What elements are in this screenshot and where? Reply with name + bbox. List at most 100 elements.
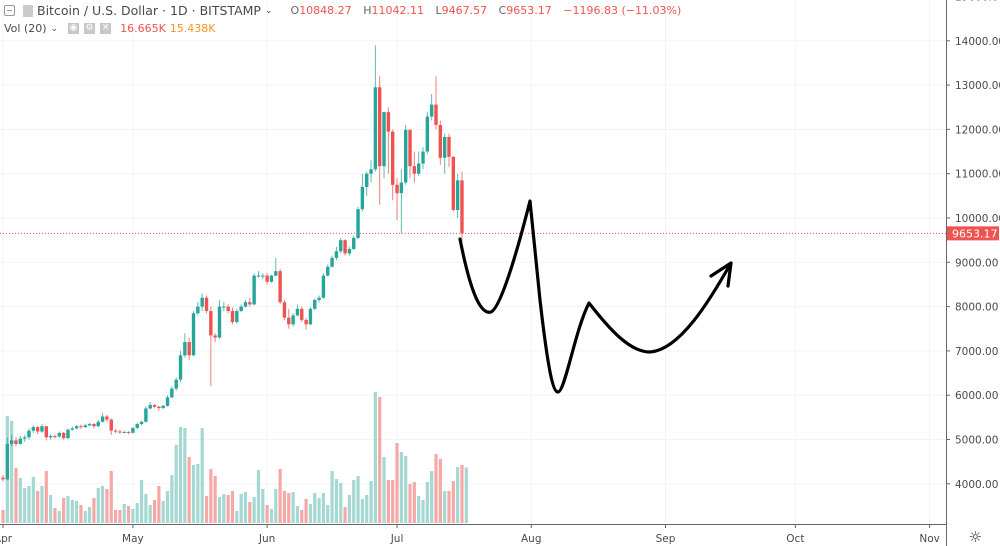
volume-bar	[339, 483, 343, 523]
candle-body	[447, 136, 451, 157]
y-tick-label: 6000.00	[955, 390, 998, 402]
y-tick-label: 7000.00	[955, 346, 998, 358]
collapse-icon[interactable]	[4, 5, 15, 16]
candle-body	[365, 173, 369, 187]
settings-icon[interactable]: ⚙	[84, 23, 96, 34]
candle-body	[287, 317, 291, 325]
volume-bar	[252, 497, 256, 523]
candle	[113, 428, 118, 434]
candle-body	[425, 116, 430, 152]
candle	[425, 111, 430, 154]
time-axis[interactable]: Apr May Jun Jul Aug Sep Oct Nov	[0, 524, 940, 545]
candle	[460, 171, 464, 242]
volume-bar	[464, 467, 468, 523]
y-tick-label: 15000.00	[955, 0, 1000, 4]
volume-bar	[135, 503, 139, 523]
candle	[356, 206, 360, 240]
candle	[378, 76, 382, 205]
candle-body	[126, 431, 131, 433]
volume-bar	[282, 491, 287, 523]
candle	[235, 308, 239, 324]
eye-icon[interactable]: ◉	[68, 23, 80, 34]
price-axis[interactable]: 15000.00 14000.00 13000.00 12000.00 11000.00…	[946, 0, 1000, 491]
candle-body	[248, 302, 252, 305]
open-value: 10848.27	[299, 4, 352, 17]
last-price-label: 9653.17	[947, 226, 999, 241]
x-tick-label: Apr	[0, 533, 13, 545]
candle-body	[434, 104, 438, 125]
candle	[40, 423, 44, 433]
volume-bars	[1, 392, 468, 523]
candle	[27, 428, 31, 440]
exchange[interactable]: BITSTAMP	[199, 3, 261, 18]
gear-icon[interactable]: ☼	[968, 528, 982, 546]
candle-body	[252, 275, 256, 305]
candle	[74, 424, 79, 430]
candle-body	[382, 112, 386, 167]
volume-label[interactable]: Vol (20)	[4, 22, 47, 35]
volume-bar	[161, 501, 165, 523]
candle	[373, 45, 378, 172]
candle-body	[92, 423, 96, 427]
candle-body	[265, 275, 269, 282]
candle-body	[226, 306, 230, 312]
candle	[178, 350, 183, 382]
candle	[265, 272, 269, 285]
close-icon[interactable]: ✕	[100, 23, 112, 34]
volume-bar	[239, 494, 243, 523]
volume-bar	[23, 488, 27, 523]
candle-body	[243, 302, 248, 307]
symbol-name[interactable]: Bitcoin / U.S. Dollar	[37, 3, 159, 18]
candle-body	[165, 397, 170, 406]
ohlc-values: O10848.27 H11042.11 L9467.57 C9653.17 −1…	[290, 4, 682, 17]
candle	[256, 271, 261, 278]
volume-bar	[10, 421, 14, 523]
candle	[126, 431, 131, 435]
volume-bar	[165, 491, 170, 523]
chevron-down-icon[interactable]: ⌄	[264, 5, 273, 16]
candle	[213, 333, 217, 343]
volume-bar	[187, 457, 191, 523]
candle	[421, 147, 425, 170]
volume-bar	[49, 495, 53, 523]
candle-body	[187, 342, 191, 356]
volume-bar	[304, 499, 308, 523]
candle	[321, 273, 326, 299]
interval[interactable]: 1D	[170, 3, 188, 18]
candle	[1, 474, 5, 482]
candle	[183, 333, 187, 358]
candle-body	[217, 306, 222, 338]
candle-body	[403, 129, 408, 183]
candle	[204, 295, 209, 314]
volume-bar	[62, 498, 66, 523]
x-tick-label: Sep	[656, 533, 676, 545]
volume-bar	[443, 491, 447, 523]
volume-bar	[14, 468, 18, 523]
drawing-path[interactable]	[458, 199, 733, 394]
y-tick-label: 11000.00	[955, 169, 1000, 181]
candle	[287, 308, 291, 329]
candle	[170, 386, 174, 399]
candle-body	[460, 180, 464, 234]
volume-bar	[330, 471, 334, 523]
candle	[144, 406, 148, 423]
volume-bar	[92, 498, 96, 523]
candle	[438, 120, 443, 165]
candle-body	[256, 275, 261, 277]
candle	[330, 255, 334, 268]
candle	[313, 298, 317, 311]
freehand-drawing[interactable]	[458, 199, 733, 394]
candle	[326, 264, 330, 277]
volume-bar	[53, 508, 57, 523]
candle	[347, 246, 352, 256]
chevron-down-icon[interactable]: ⌄	[50, 23, 59, 34]
candle-body	[196, 306, 200, 314]
candle-body	[282, 302, 287, 318]
candle-body	[170, 388, 174, 398]
volume-bar	[44, 471, 48, 523]
volume-bar	[451, 481, 455, 523]
candle-body	[57, 432, 61, 437]
flag-icon[interactable]	[23, 4, 33, 17]
candle	[239, 304, 243, 312]
